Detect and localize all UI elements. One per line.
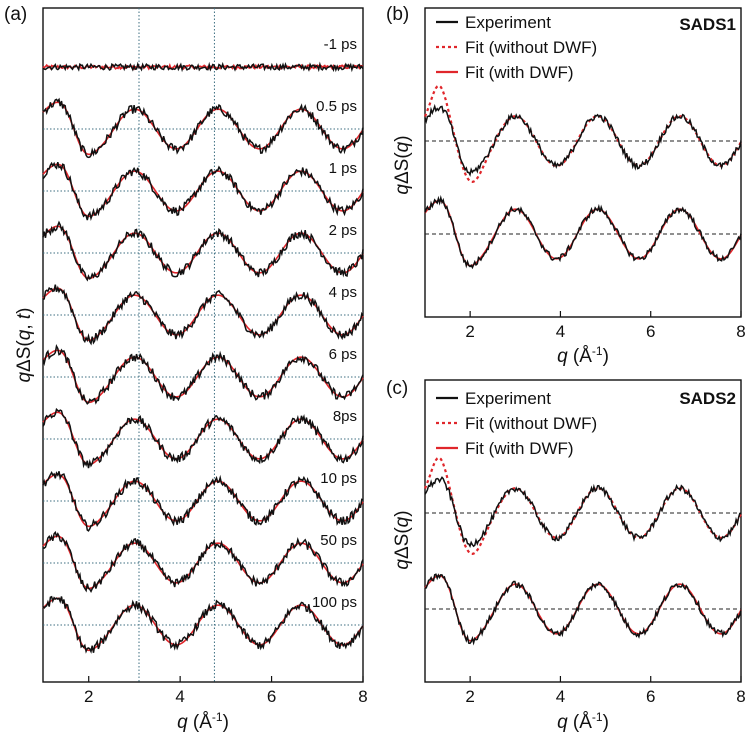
fit-without-dwf-trace [423, 84, 742, 184]
panel-b-x-label: q (Å-1) [557, 344, 609, 367]
panel-c-y-label: qΔS(q) [392, 510, 413, 569]
trace-label: 4 ps [329, 284, 357, 301]
trace-label: 8ps [333, 408, 357, 425]
panelC-tick-label: 4 [556, 687, 565, 706]
experiment-trace [42, 471, 364, 532]
panel-b-title: SADS1 [679, 15, 736, 34]
trace-label: -1 ps [324, 36, 357, 53]
legend-experiment: Experiment [465, 13, 551, 32]
panelB-tick-label: 4 [556, 322, 565, 341]
fit-trace [42, 163, 364, 218]
fit-trace [42, 225, 364, 280]
experiment-trace [42, 220, 364, 282]
panel-c-x-ticks: 2 4 6 8 [465, 676, 746, 706]
panel-c-frame [424, 379, 742, 683]
trace-label: 0.5 ps [316, 98, 357, 115]
legend-fit-without-dwf: Fit (without DWF) [465, 414, 597, 433]
panelB-tick-label: 6 [646, 322, 655, 341]
panel-a-y-label: qΔS(q, t) [14, 307, 35, 382]
panel-b-legend: Experiment Fit (without DWF) Fit (with D… [436, 13, 597, 82]
trace-label: 1 ps [329, 160, 357, 177]
panel-c-label: (c) [386, 378, 408, 399]
fit-trace [42, 101, 364, 156]
panel-b-y-label: qΔS(q) [392, 135, 413, 194]
panel-c-legend: Experiment Fit (without DWF) Fit (with D… [436, 389, 597, 458]
experiment-trace [424, 573, 742, 646]
panel-a-tick-label: 4 [175, 687, 184, 706]
panel-a-tick-label: 2 [84, 687, 93, 706]
panel-c-traces [423, 456, 742, 646]
panelC-tick-label: 2 [465, 687, 474, 706]
panel-a-x-ticks: 2 4 6 8 [84, 676, 368, 706]
trace-label: 100 ps [312, 594, 357, 611]
legend-fit-with-dwf: Fit (with DWF) [465, 63, 574, 82]
experiment-trace [42, 595, 364, 654]
panel-a-label: (a) [4, 4, 27, 25]
experiment-trace [42, 407, 364, 469]
fit-trace [42, 535, 364, 590]
trace-label: 6 ps [329, 346, 357, 363]
panel-c-x-label: q (Å-1) [557, 710, 609, 733]
panelB-tick-label: 2 [465, 322, 474, 341]
panel-a-tick-label: 8 [358, 687, 367, 706]
legend-experiment: Experiment [465, 389, 551, 408]
panel-b-x-ticks: 2 4 6 8 [465, 311, 746, 341]
panel-a-tick-label: 6 [267, 687, 276, 706]
panel-b-label: (b) [386, 4, 409, 25]
panel-b-traces [423, 84, 742, 270]
fit-trace [42, 287, 364, 342]
experiment-trace [42, 61, 364, 73]
legend-fit-without-dwf: Fit (without DWF) [465, 38, 597, 57]
trace-label: 2 ps [329, 222, 357, 239]
panel-a-x-label: q (Å-1) [177, 710, 229, 733]
panel-a-frame [42, 7, 364, 683]
panel-c-title: SADS2 [679, 389, 736, 408]
panel-a-guide-lines [138, 8, 215, 682]
panelB-tick-label: 8 [736, 322, 745, 341]
fit-trace [42, 473, 364, 528]
panelC-tick-label: 6 [646, 687, 655, 706]
fit-without-dwf-trace [423, 456, 742, 556]
trace-label: 50 ps [320, 532, 357, 549]
experiment-trace [42, 344, 364, 405]
panel-a-traces: -1 ps 0.5 ps 1 ps 2 ps 4 ps 6 ps 8ps 10 ps 50 ps… [42, 36, 364, 654]
panel-a: (a) -1 ps 0.5 ps 1 ps 2 ps 4 ps 6 ps 8ps 10 ps 5… [4, 4, 368, 733]
fit-with-dwf-trace [424, 574, 742, 642]
panelC-tick-label: 8 [736, 687, 745, 706]
experiment-trace [43, 97, 364, 159]
legend-fit-with-dwf: Fit (with DWF) [465, 439, 574, 458]
panel-c: (c) Experiment Fit (without DWF) Fit (wi… [386, 378, 746, 733]
fit-with-dwf-trace [424, 199, 742, 267]
panel-b: (b) Experiment Fit (without DWF) Fit (wi… [386, 4, 746, 367]
trace-label: 10 ps [320, 470, 357, 487]
experiment-trace [424, 103, 742, 177]
fit-trace [42, 349, 364, 404]
experiment-trace [424, 194, 742, 270]
experiment-trace [42, 530, 364, 594]
fit-trace [42, 411, 364, 466]
experiment-trace [42, 284, 364, 346]
experiment-trace [42, 161, 364, 221]
panel-b-frame [424, 7, 742, 318]
experiment-trace [424, 476, 742, 548]
